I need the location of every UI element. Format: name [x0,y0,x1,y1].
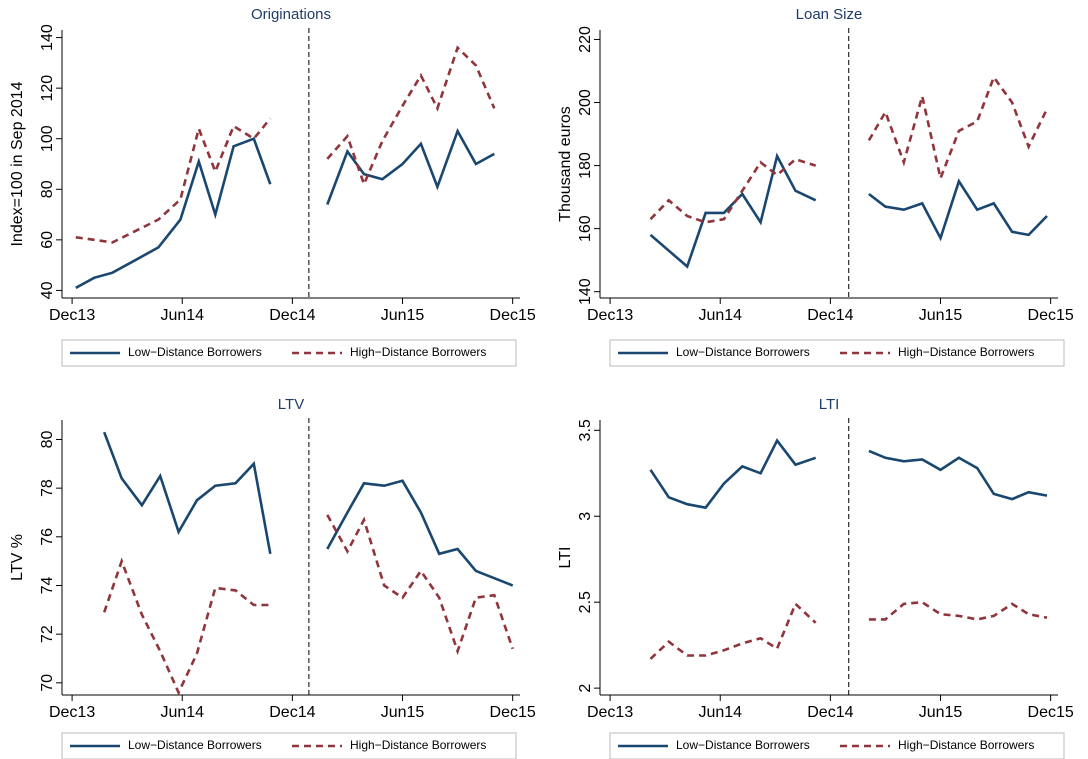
y-tick-label: 72 [39,625,56,643]
x-tick-label: Jun14 [160,307,204,324]
x-tick-label: Dec15 [490,307,536,324]
legend-box [61,732,517,759]
series-line [102,514,514,696]
series-line [102,431,514,587]
panel-title: LTI [819,396,840,413]
x-tick-label: Dec13 [49,704,95,721]
y-axis-label: LTV % [9,534,26,581]
y-tick-label: 70 [39,674,56,692]
y-tick-label: 140 [39,24,56,51]
x-tick-label: Dec14 [807,307,853,324]
legend-box [61,339,517,367]
y-tick-label: 3 [577,512,594,521]
x-tick-label: Dec15 [1028,307,1074,324]
series-line [75,127,495,290]
x-tick-label: Jun15 [919,704,963,721]
panel-title: LTV [278,396,304,413]
y-tick-label: 60 [39,231,56,249]
x-tick-label: Jun14 [160,704,204,721]
y-tick-label: 80 [39,430,56,448]
legend-label: High−Distance Borrowers [898,738,1034,752]
x-tick-label: Dec14 [269,307,315,324]
series-line [75,45,496,244]
legend-label: Low−Distance Borrowers [128,738,262,752]
legend-label: High−Distance Borrowers [898,345,1034,359]
x-tick-label: Dec14 [807,704,853,721]
y-tick-label: 100 [39,125,56,152]
y-tick-label: 180 [577,152,594,179]
y-tick-label: 2 [577,684,594,693]
x-tick-label: Jun15 [919,307,963,324]
y-axis-label: LTI [557,547,574,569]
legend-label: High−Distance Borrowers [350,345,486,359]
x-tick-label: Dec15 [1028,704,1074,721]
legend-label: High−Distance Borrowers [350,738,486,752]
panel-title: Loan Size [796,6,863,23]
legend-box [609,732,1065,759]
y-tick-label: 3.5 [577,419,594,441]
y-tick-label: 40 [39,281,56,299]
legend-label: Low−Distance Borrowers [676,738,810,752]
x-tick-label: Jun15 [381,704,425,721]
legend-box [609,339,1065,367]
y-axis-label: Index=100 in Sep 2014 [9,81,26,246]
y-tick-label: 140 [577,278,594,305]
panel-title: Originations [251,6,331,23]
y-tick-label: 74 [39,576,56,594]
y-tick-label: 120 [39,75,56,102]
y-tick-label: 78 [39,479,56,497]
y-tick-label: 80 [39,180,56,198]
x-tick-label: Dec15 [490,704,536,721]
legend-label: Low−Distance Borrowers [128,345,262,359]
y-tick-label: 200 [577,89,594,116]
series-line [649,600,1048,660]
series-line [649,74,1049,224]
y-tick-label: 160 [577,215,594,242]
y-tick-label: 220 [577,26,594,53]
x-tick-label: Dec13 [49,307,95,324]
x-tick-label: Jun14 [698,307,742,324]
x-tick-label: Dec14 [269,704,315,721]
x-tick-label: Jun15 [381,307,425,324]
x-tick-label: Dec13 [587,704,633,721]
series-line [649,152,1048,269]
series-line [649,438,1048,510]
y-tick-label: 2.5 [577,591,594,613]
legend-label: Low−Distance Borrowers [676,345,810,359]
y-tick-label: 76 [39,528,56,546]
x-tick-label: Jun14 [698,704,742,721]
y-axis-label: Thousand euros [557,106,574,222]
x-tick-label: Dec13 [587,307,633,324]
